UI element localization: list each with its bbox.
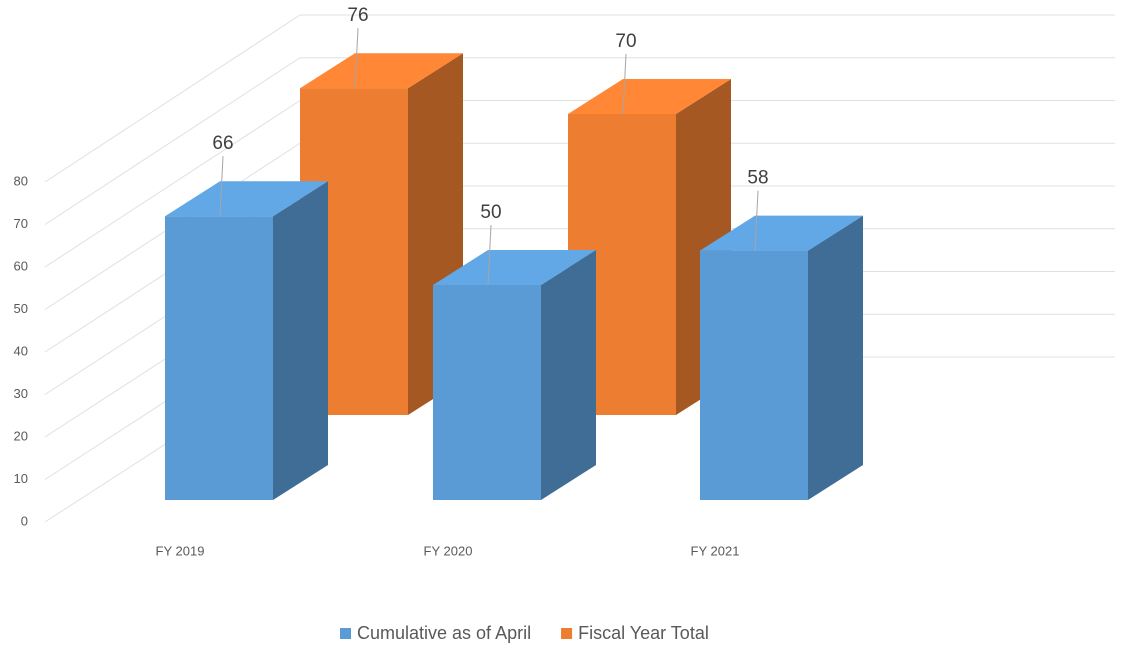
label-leader (354, 28, 359, 89)
label-leader (219, 156, 224, 217)
grid-line (44, 14, 301, 183)
bar-top (433, 250, 596, 285)
grid-line (44, 100, 301, 268)
y-tick-label: 60 (14, 258, 28, 273)
y-tick-label: 30 (14, 386, 28, 401)
bar-top (700, 215, 863, 251)
value-label: 70 (615, 31, 636, 52)
y-tick-label: 10 (14, 471, 28, 486)
bar-side (541, 250, 596, 500)
x-tick-label: FY 2020 (424, 543, 473, 558)
label-leader (487, 224, 492, 286)
bar-side (808, 215, 863, 500)
value-label: 76 (347, 5, 368, 26)
legend-swatch (340, 628, 351, 639)
y-tick-label: 40 (14, 343, 28, 358)
bar-side (273, 181, 328, 500)
value-label: 66 (212, 133, 233, 154)
y-tick-label: 70 (14, 216, 28, 231)
y-tick-label: 0 (21, 513, 28, 528)
grid-line (44, 57, 301, 225)
bar-top (300, 53, 463, 89)
bar (433, 285, 541, 500)
bar (165, 216, 273, 500)
legend-swatch (561, 628, 573, 639)
value-label: 50 (480, 202, 501, 223)
legend-label: Cumulative as of April (357, 623, 531, 643)
y-tick-label: 80 (14, 173, 28, 188)
bar-top (165, 181, 328, 217)
x-tick-label: FY 2019 (156, 543, 205, 558)
bar-top (568, 79, 731, 114)
x-tick-label: FY 2021 (691, 543, 740, 558)
label-leader (754, 190, 759, 251)
y-tick-label: 50 (14, 301, 28, 316)
legend-label: Fiscal Year Total (578, 623, 709, 643)
value-label: 58 (747, 168, 768, 189)
bar (700, 250, 808, 500)
y-tick-label: 20 (14, 428, 28, 443)
label-leader (622, 53, 627, 115)
